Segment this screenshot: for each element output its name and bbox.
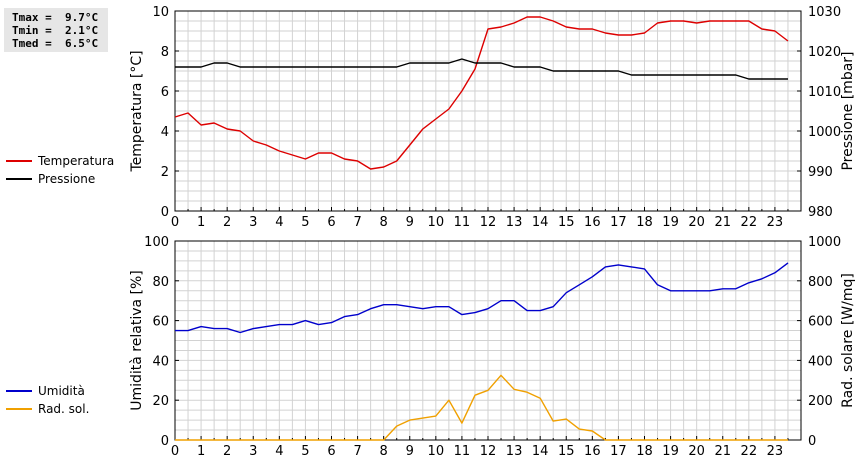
x-tick-label: 14 bbox=[532, 215, 549, 230]
x-tick-label: 3 bbox=[249, 444, 257, 459]
y-tick-label-left: 0 bbox=[161, 205, 169, 220]
x-tick-label: 21 bbox=[714, 444, 731, 459]
x-tick-label: 12 bbox=[480, 444, 497, 459]
y-tick-label-right: 1020 bbox=[808, 45, 841, 60]
legend-label-radiation: Rad. sol. bbox=[38, 402, 90, 416]
stat-tmax: Tmax = 9.7°C bbox=[12, 11, 99, 24]
stat-tmin: Tmin = 2.1°C bbox=[12, 24, 99, 37]
stats-box: Tmax = 9.7°C Tmin = 2.1°C Tmed = 6.5°C bbox=[4, 8, 108, 52]
x-tick-label: 12 bbox=[480, 215, 497, 230]
x-tick-label: 1 bbox=[197, 215, 205, 230]
x-tick-label: 18 bbox=[636, 444, 653, 459]
legend-swatch-humidity bbox=[6, 390, 32, 392]
chart-panel-1: 0 1 2 3 4 5 6 7 8 9 10 11 12 13 14 15 16 17 18 19 20 21 22 2302… bbox=[129, 235, 856, 459]
legend-label-temperature: Temperatura bbox=[38, 154, 115, 168]
y-tick-label-left: 100 bbox=[144, 235, 169, 250]
legend-label-humidity: Umidità bbox=[38, 384, 85, 398]
y-tick-label-left: 10 bbox=[152, 5, 169, 20]
y-tick-label-right: 400 bbox=[808, 354, 833, 369]
stat-tmed: Tmed = 6.5°C bbox=[12, 37, 99, 50]
x-tick-label: 20 bbox=[688, 444, 705, 459]
series-line-1-1 bbox=[175, 374, 788, 441]
y-tick-label-right: 600 bbox=[808, 315, 833, 330]
x-tick-label: 7 bbox=[353, 444, 361, 459]
x-tick-label: 6 bbox=[327, 444, 335, 459]
x-tick-label: 2 bbox=[223, 444, 231, 459]
x-tick-label: 2 bbox=[223, 215, 231, 230]
x-tick-label: 0 bbox=[171, 444, 179, 459]
x-tick-label: 10 bbox=[428, 444, 445, 459]
y-tick-label-left: 8 bbox=[161, 45, 169, 60]
x-tick-label: 6 bbox=[327, 215, 335, 230]
y-tick-label-right: 990 bbox=[808, 165, 833, 180]
x-tick-label: 17 bbox=[610, 444, 627, 459]
x-tick-label: 3 bbox=[249, 215, 257, 230]
x-tick-label: 1 bbox=[197, 444, 205, 459]
y-tick-label-right: 0 bbox=[808, 434, 816, 449]
y-tick-label-left: 40 bbox=[152, 354, 169, 369]
x-tick-label: 8 bbox=[380, 444, 388, 459]
series-line-0-1 bbox=[175, 58, 788, 80]
x-tick-label: 7 bbox=[353, 215, 361, 230]
legend-swatch-radiation bbox=[6, 408, 32, 410]
x-tick-label: 16 bbox=[584, 444, 601, 459]
y-tick-label-right: 1030 bbox=[808, 5, 841, 20]
x-tick-label: 4 bbox=[275, 444, 283, 459]
y-tick-label-left: 80 bbox=[152, 275, 169, 290]
x-tick-label: 16 bbox=[584, 215, 601, 230]
x-tick-label: 15 bbox=[558, 444, 575, 459]
series-line-1-0 bbox=[175, 262, 789, 334]
x-tick-label: 14 bbox=[532, 444, 549, 459]
legend-swatch-temperature bbox=[6, 160, 32, 162]
x-tick-label: 5 bbox=[301, 444, 309, 459]
x-tick-label: 21 bbox=[714, 215, 731, 230]
y-tick-label-left: 4 bbox=[161, 125, 169, 140]
x-tick-label: 17 bbox=[610, 215, 627, 230]
x-tick-label: 23 bbox=[767, 444, 784, 459]
y-tick-label-left: 0 bbox=[161, 434, 169, 449]
x-tick-label: 5 bbox=[301, 215, 309, 230]
y-tick-label-right: 1000 bbox=[808, 235, 841, 250]
x-tick-label: 18 bbox=[636, 215, 653, 230]
x-tick-label: 20 bbox=[688, 215, 705, 230]
grid-lines bbox=[175, 11, 801, 211]
x-tick-label: 15 bbox=[558, 215, 575, 230]
grid-lines bbox=[175, 241, 801, 440]
y-tick-label-left: 2 bbox=[161, 165, 169, 180]
x-tick-label: 13 bbox=[506, 215, 523, 230]
y-axis-title-right: Pressione [mbar] bbox=[840, 51, 856, 170]
y-axis-title-left: Umidità relativa [%] bbox=[129, 270, 145, 411]
y-tick-label-right: 1010 bbox=[808, 85, 841, 100]
x-tick-label: 22 bbox=[741, 215, 758, 230]
x-tick-label: 23 bbox=[767, 215, 784, 230]
y-tick-label-right: 1000 bbox=[808, 125, 841, 140]
x-tick-label: 4 bbox=[275, 215, 283, 230]
y-tick-label-right: 800 bbox=[808, 275, 833, 290]
x-tick-label: 9 bbox=[406, 215, 414, 230]
x-tick-label: 0 bbox=[171, 215, 179, 230]
legend-label-pressure: Pressione bbox=[38, 172, 96, 186]
y-tick-label-right: 980 bbox=[808, 205, 833, 220]
x-tick-label: 8 bbox=[380, 215, 388, 230]
x-tick-label: 10 bbox=[428, 215, 445, 230]
y-tick-label-right: 200 bbox=[808, 394, 833, 409]
chart-panel-0: 0 1 2 3 4 5 6 7 8 9 10 11 12 13 14 15 16 17 18 19 20 21 22 2302… bbox=[129, 5, 856, 230]
y-tick-label-left: 20 bbox=[152, 394, 169, 409]
x-tick-label: 9 bbox=[406, 444, 414, 459]
x-tick-label: 13 bbox=[506, 444, 523, 459]
x-tick-label: 11 bbox=[454, 215, 471, 230]
y-axis-title-right: Rad. solare [W/mq] bbox=[840, 273, 856, 408]
x-tick-label: 11 bbox=[454, 444, 471, 459]
legend-swatch-pressure bbox=[6, 178, 32, 180]
series-line-0-0 bbox=[174, 16, 789, 170]
x-tick-label: 19 bbox=[662, 215, 679, 230]
y-tick-label-left: 6 bbox=[161, 85, 169, 100]
x-tick-label: 22 bbox=[741, 444, 758, 459]
y-axis-title-left: Temperatura [°C] bbox=[129, 50, 145, 172]
x-tick-label: 19 bbox=[662, 444, 679, 459]
y-tick-label-left: 60 bbox=[152, 315, 169, 330]
